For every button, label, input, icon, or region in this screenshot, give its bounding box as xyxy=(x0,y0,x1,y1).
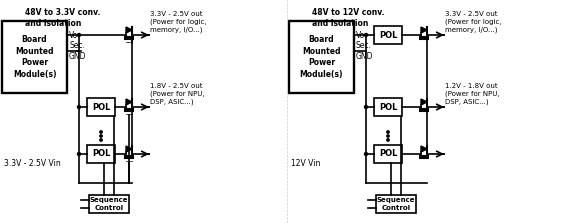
Bar xyxy=(89,195,129,213)
Circle shape xyxy=(77,33,80,37)
Text: 1.8V - 2.5V out
(Power for NPU,
DSP, ASIC...): 1.8V - 2.5V out (Power for NPU, DSP, ASI… xyxy=(150,83,204,105)
Circle shape xyxy=(100,139,102,141)
Text: Sequence
Control: Sequence Control xyxy=(377,197,415,211)
Circle shape xyxy=(364,153,367,155)
Text: Sec.
GND: Sec. GND xyxy=(69,41,87,61)
Polygon shape xyxy=(126,99,132,105)
Polygon shape xyxy=(421,146,427,152)
Text: 3.3V - 2.5V out
(Power for logic,
memory, I/O...): 3.3V - 2.5V out (Power for logic, memory… xyxy=(150,11,207,33)
Text: 3.3V - 2.5V out
(Power for logic,
memory, I/O...): 3.3V - 2.5V out (Power for logic, memory… xyxy=(445,11,502,33)
Bar xyxy=(289,21,354,93)
Bar xyxy=(376,195,416,213)
Text: POL: POL xyxy=(92,149,110,159)
Circle shape xyxy=(364,33,367,37)
Circle shape xyxy=(100,131,102,133)
Text: Board
Mounted
Power
Module(s): Board Mounted Power Module(s) xyxy=(13,35,56,79)
Bar xyxy=(2,21,67,93)
Circle shape xyxy=(77,105,80,109)
Text: 48V to 3.3V conv.
and isolation: 48V to 3.3V conv. and isolation xyxy=(25,8,100,28)
Circle shape xyxy=(387,139,389,141)
Text: Vo: Vo xyxy=(69,31,78,39)
Text: POL: POL xyxy=(379,149,397,159)
Text: 12V Vin: 12V Vin xyxy=(291,159,320,169)
Bar xyxy=(87,145,115,163)
Text: POL: POL xyxy=(379,103,397,112)
Polygon shape xyxy=(421,27,427,33)
Text: Vo: Vo xyxy=(356,31,365,39)
Polygon shape xyxy=(421,99,427,105)
Text: POL: POL xyxy=(92,103,110,112)
Text: Sec.
GND: Sec. GND xyxy=(356,41,374,61)
Bar xyxy=(374,26,402,44)
Circle shape xyxy=(387,131,389,133)
Bar xyxy=(374,98,402,116)
Polygon shape xyxy=(126,27,132,33)
Text: 1.2V - 1.8V out
(Power for NPU,
DSP, ASIC...): 1.2V - 1.8V out (Power for NPU, DSP, ASI… xyxy=(445,83,499,105)
Circle shape xyxy=(364,105,367,109)
Bar xyxy=(87,98,115,116)
Circle shape xyxy=(77,153,80,155)
Text: Board
Mounted
Power
Module(s): Board Mounted Power Module(s) xyxy=(300,35,343,79)
Circle shape xyxy=(387,135,389,137)
Polygon shape xyxy=(126,146,132,152)
Bar xyxy=(374,145,402,163)
Circle shape xyxy=(100,135,102,137)
Text: 3.3V - 2.5V Vin: 3.3V - 2.5V Vin xyxy=(4,159,61,169)
Text: Sequence
Control: Sequence Control xyxy=(90,197,128,211)
Text: POL: POL xyxy=(379,31,397,39)
Text: 48V to 12V conv.
and isolation: 48V to 12V conv. and isolation xyxy=(312,8,385,28)
